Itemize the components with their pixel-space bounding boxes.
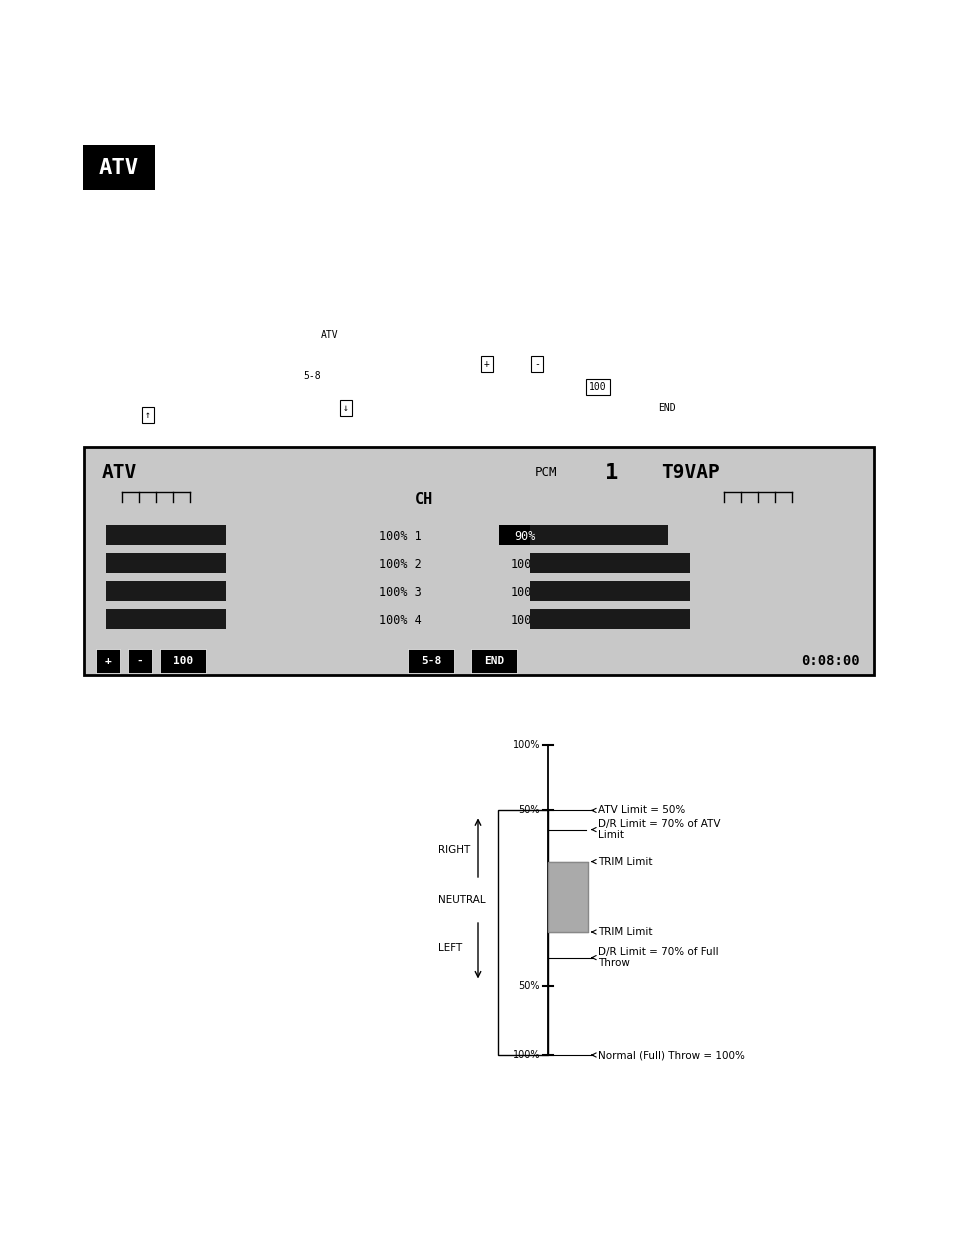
Text: 100%: 100% bbox=[510, 614, 538, 626]
Text: 100%: 100% bbox=[512, 1050, 539, 1060]
Text: NEUTRAL: NEUTRAL bbox=[437, 895, 485, 905]
Text: 1: 1 bbox=[605, 463, 618, 483]
Bar bbox=[408, 650, 454, 673]
Bar bbox=[83, 144, 154, 190]
Text: 100%: 100% bbox=[512, 740, 539, 750]
Bar bbox=[497, 810, 547, 1055]
Text: 90%: 90% bbox=[514, 530, 535, 542]
Bar bbox=[160, 650, 206, 673]
Text: T9VAP: T9VAP bbox=[660, 463, 719, 483]
Text: 100%: 100% bbox=[510, 585, 538, 599]
Bar bbox=[530, 525, 668, 545]
Text: TRIM Limit: TRIM Limit bbox=[591, 857, 652, 867]
Bar bbox=[530, 553, 690, 573]
Text: -: - bbox=[136, 656, 143, 666]
Text: 50%: 50% bbox=[518, 805, 539, 815]
Bar bbox=[471, 650, 517, 673]
Text: 100% 1: 100% 1 bbox=[378, 530, 421, 542]
Text: ATV: ATV bbox=[321, 330, 338, 340]
Text: Normal (Full) Throw = 100%: Normal (Full) Throw = 100% bbox=[591, 1050, 744, 1060]
Text: PCM: PCM bbox=[534, 467, 557, 479]
Text: 100% 2: 100% 2 bbox=[378, 557, 421, 571]
Bar bbox=[547, 862, 587, 932]
Bar bbox=[128, 650, 152, 673]
Text: CH: CH bbox=[415, 492, 433, 506]
Bar bbox=[96, 650, 120, 673]
Text: 100: 100 bbox=[589, 382, 606, 391]
Bar bbox=[530, 609, 690, 629]
Bar bbox=[106, 525, 226, 545]
Text: ATV: ATV bbox=[99, 158, 139, 178]
Text: TRIM Limit: TRIM Limit bbox=[591, 927, 652, 937]
Text: 100% 4: 100% 4 bbox=[378, 614, 421, 626]
Text: +: + bbox=[105, 656, 112, 666]
Bar bbox=[106, 580, 226, 601]
Text: 5-8: 5-8 bbox=[420, 656, 440, 666]
Text: ↑: ↑ bbox=[145, 410, 151, 420]
Text: END: END bbox=[483, 656, 504, 666]
Bar bbox=[84, 447, 873, 676]
Bar bbox=[530, 580, 690, 601]
Text: END: END bbox=[658, 403, 675, 412]
Text: -: - bbox=[534, 359, 539, 369]
Text: 5-8: 5-8 bbox=[303, 370, 320, 382]
Text: D/R Limit = 70% of Full
Throw: D/R Limit = 70% of Full Throw bbox=[591, 947, 718, 968]
Text: 100% 3: 100% 3 bbox=[378, 585, 421, 599]
Text: D/R Limit = 70% of ATV
Limit: D/R Limit = 70% of ATV Limit bbox=[591, 819, 720, 840]
Bar bbox=[106, 609, 226, 629]
Bar bbox=[106, 553, 226, 573]
Text: 0:08:00: 0:08:00 bbox=[801, 655, 859, 668]
Text: 50%: 50% bbox=[518, 982, 539, 992]
Text: ATV Limit = 50%: ATV Limit = 50% bbox=[591, 805, 684, 815]
Text: LEFT: LEFT bbox=[437, 944, 462, 953]
Text: +: + bbox=[483, 359, 490, 369]
Text: 100%: 100% bbox=[510, 557, 538, 571]
Text: 100: 100 bbox=[172, 656, 193, 666]
Bar bbox=[498, 525, 550, 545]
Text: RIGHT: RIGHT bbox=[437, 845, 470, 855]
Text: ATV: ATV bbox=[102, 463, 137, 483]
Text: ↓: ↓ bbox=[343, 403, 349, 412]
